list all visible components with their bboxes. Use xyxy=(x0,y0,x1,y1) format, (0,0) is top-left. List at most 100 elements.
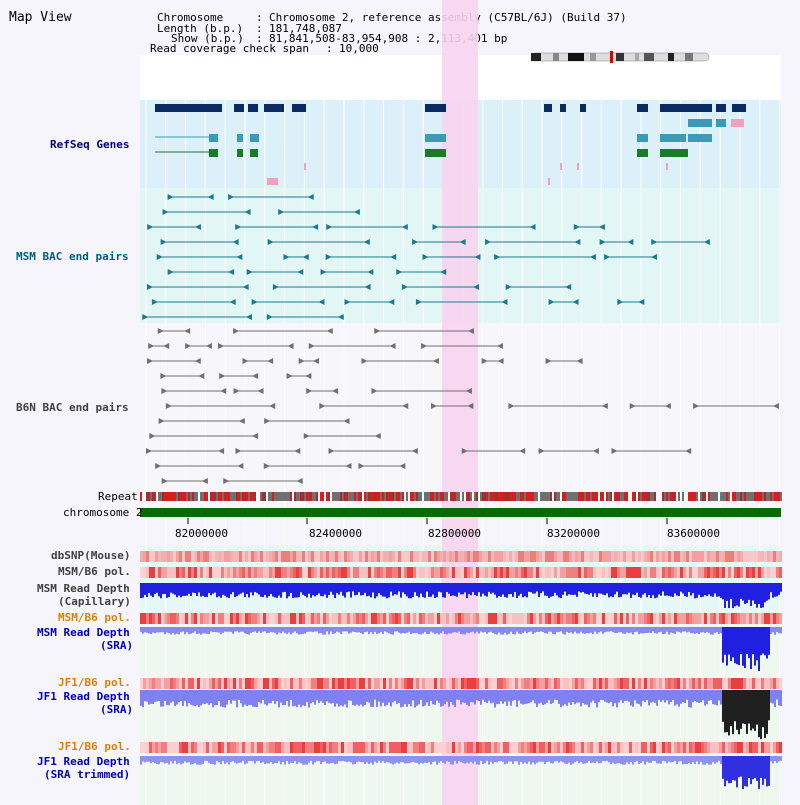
depth-bar xyxy=(488,690,490,701)
polymorphism-cell xyxy=(554,678,557,689)
polymorphism-cell xyxy=(464,567,467,578)
depth-bar xyxy=(612,690,614,707)
polymorphism-cell xyxy=(338,742,341,753)
polymorphism-cell xyxy=(359,613,362,624)
chromosome-sep: : xyxy=(256,11,263,24)
depth-bar xyxy=(472,583,474,593)
depth-bar xyxy=(152,627,154,633)
bac-end-marker xyxy=(162,209,169,215)
depth-bar xyxy=(446,690,448,702)
polymorphism-cell xyxy=(590,742,593,753)
depth-bar xyxy=(424,583,426,598)
polymorphism-cell xyxy=(206,742,209,753)
depth-bar xyxy=(300,690,302,708)
depth-bar xyxy=(574,756,576,763)
polymorphism-cell xyxy=(617,567,620,578)
polymorphism-cell xyxy=(668,551,671,562)
depth-bar xyxy=(756,627,758,661)
depth-bar xyxy=(726,690,728,733)
polymorphism-cell xyxy=(596,678,599,689)
depth-bar xyxy=(466,756,468,763)
polymorphism-cell xyxy=(338,678,341,689)
depth-bar xyxy=(268,690,270,704)
repeat-segment xyxy=(196,492,198,501)
depth-bar xyxy=(542,756,544,762)
polymorphism-cell xyxy=(533,742,536,753)
bac-end-marker xyxy=(302,254,309,260)
refseq-gene xyxy=(560,104,566,112)
polymorphism-cell xyxy=(455,613,458,624)
depth-bar xyxy=(432,690,434,705)
polymorphism-cell xyxy=(452,678,455,689)
depth-bar xyxy=(610,627,612,632)
polymorphism-cell xyxy=(656,742,659,753)
bac-end-marker xyxy=(494,254,501,260)
depth-bar xyxy=(764,756,766,779)
polymorphism-cell xyxy=(692,613,695,624)
depth-bar xyxy=(492,627,494,633)
polymorphism-cell xyxy=(569,742,572,753)
depth-bar xyxy=(164,756,166,764)
repeat-segment xyxy=(780,492,782,501)
polymorphism-cell xyxy=(281,567,284,578)
depth-bar xyxy=(172,583,174,594)
polymorphism-cell xyxy=(182,551,185,562)
depth-bar xyxy=(444,583,446,598)
bac-end-marker xyxy=(497,358,504,364)
repeat-segment xyxy=(360,492,362,501)
polymorphism-cell xyxy=(410,551,413,562)
depth-bar xyxy=(170,756,172,762)
depth-bar xyxy=(308,756,310,763)
polymorphism-cell xyxy=(389,613,392,624)
repeat-segment xyxy=(334,492,336,501)
depth-bar xyxy=(442,627,444,632)
repeat-segment xyxy=(512,492,514,501)
polymorphism-cell xyxy=(365,742,368,753)
depth-bar xyxy=(636,690,638,704)
polymorphism-cell xyxy=(407,567,410,578)
depth-bar xyxy=(504,756,506,765)
polymorphism-cell xyxy=(164,567,167,578)
depth-bar xyxy=(202,690,204,704)
depth-bar xyxy=(230,756,232,763)
polymorphism-cell xyxy=(332,551,335,562)
depth-bar xyxy=(276,690,278,702)
repeat-segment xyxy=(746,492,748,501)
depth-bar xyxy=(350,756,352,763)
polymorphism-cell xyxy=(638,678,641,689)
polymorphism-cell xyxy=(371,613,374,624)
depth-bar xyxy=(456,756,458,764)
repeat-segment xyxy=(534,492,536,501)
depth-bar xyxy=(526,627,528,634)
repeat-segment xyxy=(728,492,730,501)
repeat-segment xyxy=(464,492,466,501)
depth-bar xyxy=(628,690,630,702)
depth-bar xyxy=(604,690,606,702)
depth-bar xyxy=(736,583,738,606)
depth-bar xyxy=(178,756,180,763)
depth-bar xyxy=(694,690,696,701)
polymorphism-cell xyxy=(524,678,527,689)
depth-bar xyxy=(374,690,376,700)
polymorphism-cell xyxy=(551,678,554,689)
polymorphism-cell xyxy=(161,613,164,624)
depth-bar xyxy=(680,627,682,633)
polymorphism-cell xyxy=(350,613,353,624)
depth-bar xyxy=(686,756,688,765)
refseq-gene xyxy=(250,149,258,157)
polymorphism-cell xyxy=(779,678,782,689)
depth-bar xyxy=(350,583,352,598)
polymorphism-cell xyxy=(422,678,425,689)
polymorphism-cell xyxy=(356,613,359,624)
bac-end-marker xyxy=(529,224,536,230)
bac-end-marker xyxy=(638,299,645,305)
depth-bar xyxy=(248,756,250,761)
depth-bar xyxy=(374,756,376,762)
polymorphism-cell xyxy=(701,613,704,624)
depth-bar xyxy=(362,627,364,635)
depth-bar xyxy=(198,627,200,634)
depth-bar xyxy=(498,627,500,633)
depth-bar xyxy=(334,627,336,634)
polymorphism-cell xyxy=(215,678,218,689)
